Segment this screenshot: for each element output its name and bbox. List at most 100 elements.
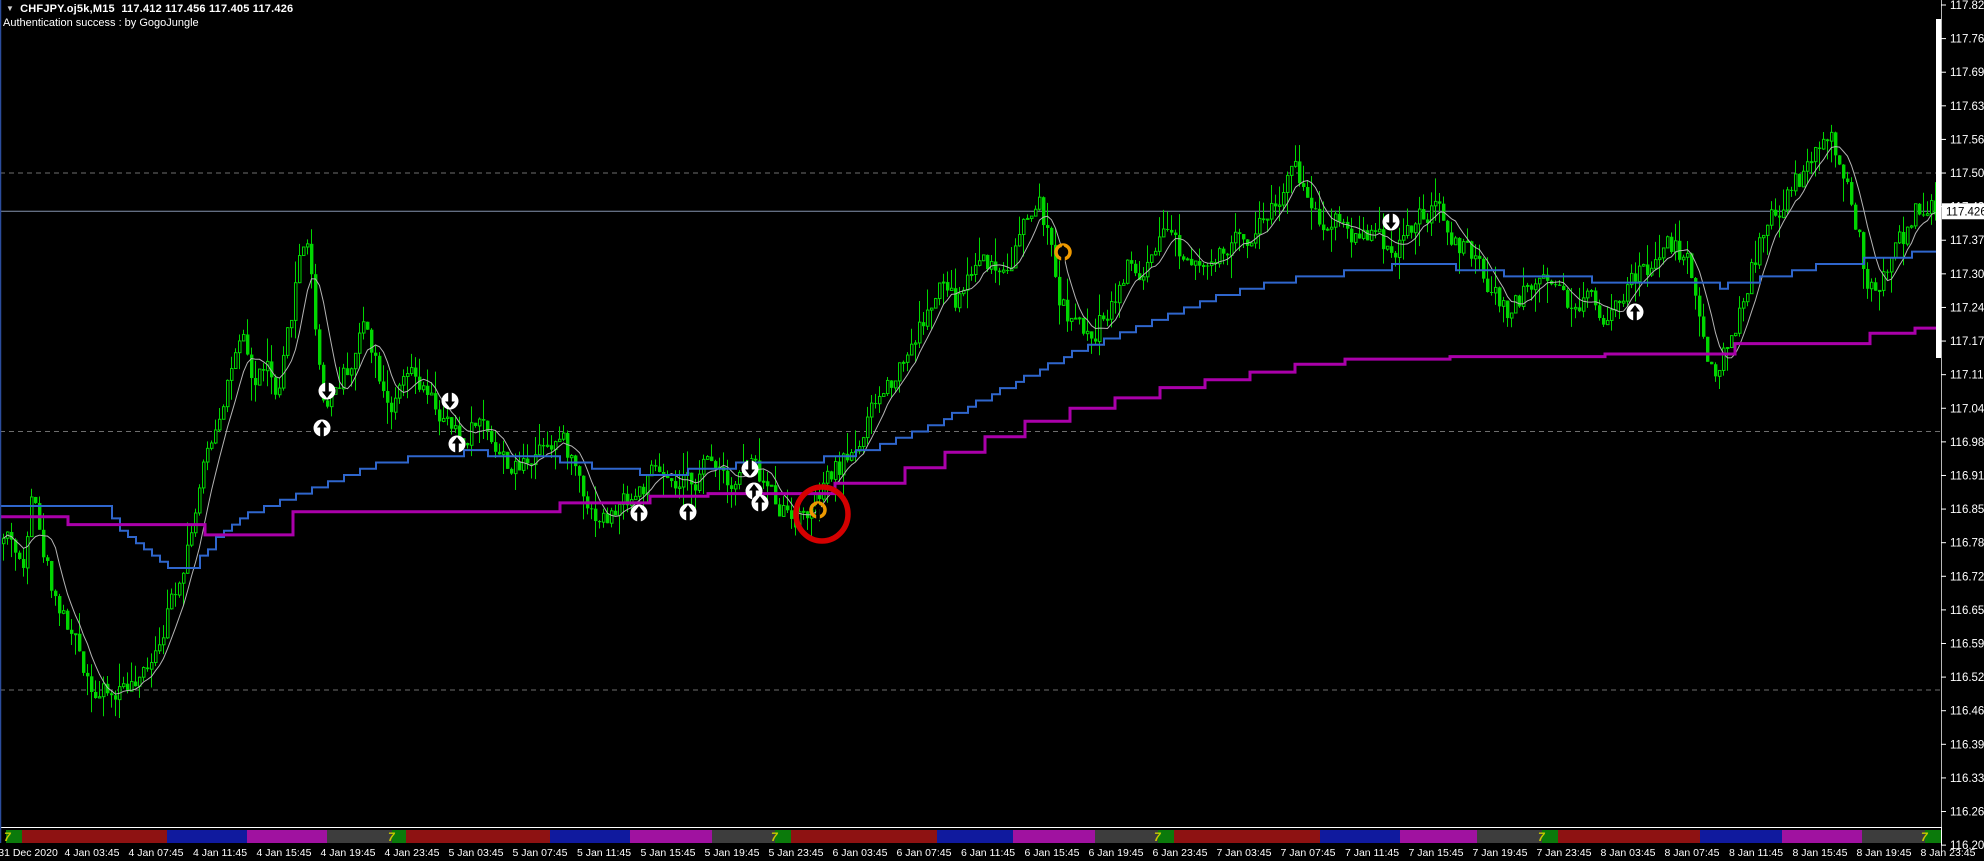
candle-body-bull: [1686, 252, 1690, 258]
candle-body-bull: [1878, 289, 1882, 292]
candle-body-bear: [1410, 225, 1414, 233]
price-axis[interactable]: 117.825 117.760 117.695 117.630 117.565 117.5…: [1941, 0, 1984, 852]
candle-body-bear: [874, 403, 878, 405]
candle-body-bull: [1418, 208, 1422, 225]
marker-arrow-up-icon: [452, 437, 462, 454]
candle-body-bear: [1058, 276, 1062, 306]
candle-body-bull: [410, 367, 414, 375]
candle-body-bear: [790, 510, 794, 519]
candle-body-bull: [214, 429, 218, 444]
candle-body-bear: [1046, 225, 1050, 228]
symbol-dropdown-icon[interactable]: ▼: [6, 4, 15, 13]
candle-body-bear: [1874, 282, 1878, 291]
candle-body-bull: [1434, 200, 1438, 207]
candle-body-bear: [1634, 273, 1638, 282]
candle-body-bear: [1754, 262, 1758, 265]
current-price-text: 117.426: [1946, 206, 1984, 218]
candle-body-bull: [1654, 259, 1658, 269]
price-tick-label: 116.980: [1950, 437, 1984, 449]
right-edge-bar: [1936, 19, 1941, 358]
candle-body-bull: [1622, 300, 1626, 304]
time-tick-label: 8 Jan 03:45: [1601, 847, 1656, 859]
candle-body-bull: [634, 495, 638, 501]
candle-body-bull: [1230, 242, 1234, 256]
candle-body-bear: [1546, 274, 1550, 281]
candle-body-bull: [618, 503, 622, 516]
candle-body-bull: [734, 483, 738, 490]
candle-body-bear: [922, 322, 926, 327]
candle-body-bull: [1402, 235, 1406, 241]
candle-body-bear: [598, 521, 602, 523]
candle-body-bull: [1014, 245, 1018, 269]
candle-body-bear: [1322, 224, 1326, 231]
session-segment-red: [1558, 830, 1700, 843]
candle-body-bear: [382, 381, 386, 392]
candle-body-bear: [1206, 265, 1210, 267]
session-segment-green: [1925, 830, 1941, 843]
candle-body-bull: [202, 461, 206, 489]
signal-marker-up: [1054, 243, 1072, 262]
candle-body-bull: [1110, 301, 1114, 320]
candle-body-bull: [430, 392, 434, 396]
candle-body-bull: [154, 650, 158, 664]
candle-body-bull: [1462, 241, 1466, 254]
time-tick-label: 6 Jan 03:45: [833, 847, 888, 859]
candle-body-bear: [510, 468, 514, 474]
candle-body-bull: [1770, 209, 1774, 226]
session-day-count: 7: [1154, 830, 1162, 844]
candle-body-bull: [882, 393, 886, 397]
candle-body-bull: [1726, 346, 1730, 349]
candle-body-bull: [978, 260, 982, 266]
candle-body-bear: [1506, 300, 1510, 319]
candle-body-bull: [1026, 217, 1030, 220]
candle-body-bear: [450, 417, 454, 429]
candle-body-bull: [522, 458, 526, 471]
marker-arrow-down-icon: [445, 391, 455, 408]
time-tick-label: 4 Jan 07:45: [129, 847, 184, 859]
candle-body-bear: [322, 364, 326, 401]
candle-body-bull: [1786, 189, 1790, 211]
time-tick-label: 5 Jan 11:45: [577, 847, 631, 859]
candle-body-bull: [98, 696, 102, 699]
candle-body-bear: [434, 393, 438, 410]
candle-body-bull: [1122, 282, 1126, 286]
candle-body-bull: [62, 610, 66, 614]
candle-body-bear: [438, 409, 442, 422]
price-tick-label: 117.565: [1950, 134, 1984, 146]
candle-body-bull: [894, 380, 898, 389]
candle-body-bull: [1234, 231, 1238, 244]
price-tick-label: 117.760: [1950, 34, 1984, 46]
time-axis[interactable]: 7 7 7 7 7 7 31 Dec 2020 4 Jan 03:45 4 Jan 07:45 4…: [0, 827, 1976, 859]
candle-body-bear: [1298, 161, 1302, 184]
candle-body-bear: [34, 496, 38, 504]
candle-body-bull: [918, 321, 922, 344]
candle-body-bear: [14, 539, 18, 553]
time-tick-label: 5 Jan 23:45: [769, 847, 824, 859]
candle-body-bull: [470, 422, 474, 446]
time-tick-label: 4 Jan 15:45: [257, 847, 312, 859]
candle-body-bear: [1054, 244, 1058, 277]
candle-body-bear: [1934, 200, 1938, 215]
candle-body-bear: [1570, 307, 1574, 309]
candle-body-bear: [1134, 263, 1138, 274]
candle-body-bear: [714, 461, 718, 469]
candle-body-bear: [1390, 246, 1394, 253]
candle-body-bull: [226, 379, 230, 408]
status-message: Authentication success : by GogoJungle: [3, 17, 199, 29]
price-tick-label: 116.720: [1950, 571, 1984, 583]
candle-body-bull: [182, 572, 186, 584]
candle-body-bull: [1398, 239, 1402, 258]
candle-body-bull: [170, 593, 174, 610]
candle-body-bear: [1862, 232, 1866, 269]
candle-body-bear: [1426, 219, 1430, 223]
candle-body-bear: [1646, 264, 1650, 276]
candle-body-bear: [1706, 336, 1710, 362]
candle-body-bear: [1130, 260, 1134, 264]
time-tick-label: 7 Jan 19:45: [1473, 847, 1528, 859]
time-tick-label: 5 Jan 03:45: [449, 847, 504, 859]
slow-ma-line: [0, 250, 1941, 569]
candle-body-bull: [1810, 161, 1814, 164]
candle-body-bear: [890, 380, 894, 388]
candle-body-bull: [2, 537, 6, 545]
